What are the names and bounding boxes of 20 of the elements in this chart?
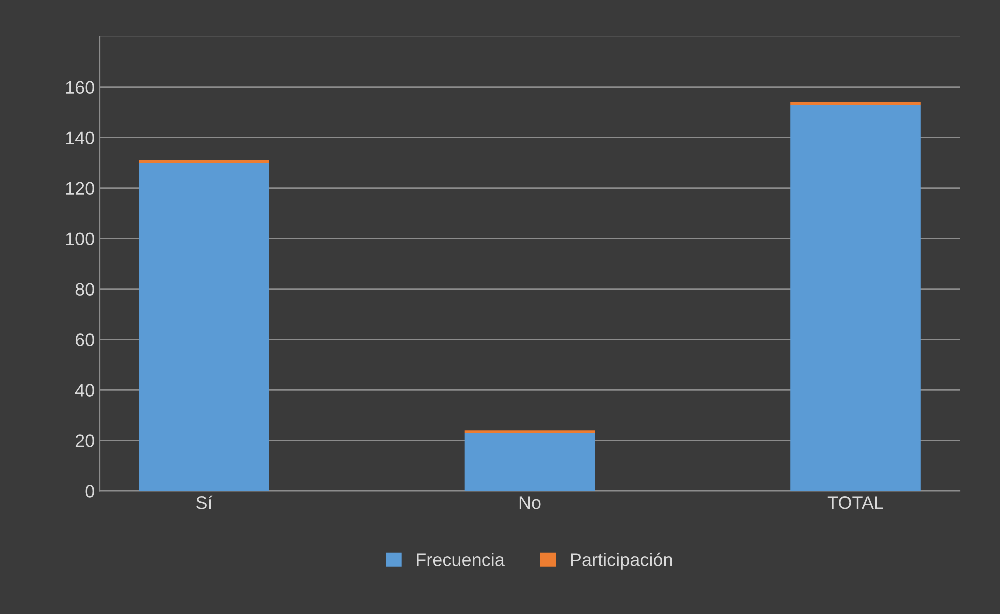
y-tick-label: 0 [86, 485, 94, 498]
y-tick-label: 40 [75, 384, 94, 397]
y-tick-label: 60 [76, 334, 94, 346]
y-tick-label: 80 [76, 283, 94, 296]
bar [464, 433, 596, 492]
x-tick-label: TOTAL [828, 496, 884, 510]
bar [790, 104, 921, 492]
bar [790, 102, 921, 105]
bar [139, 160, 270, 164]
bar [139, 163, 270, 492]
legend-label: Participación [571, 552, 672, 570]
y-tick-label: 20 [76, 434, 94, 448]
legend-label: Frecuencia [417, 553, 505, 566]
y-tick-label: 100 [66, 232, 94, 246]
x-tick-label: Sí [196, 496, 213, 510]
x-tick-label: No [520, 496, 541, 510]
y-tick-label: 120 [66, 182, 94, 196]
y-tick-label: 140 [66, 132, 94, 145]
y-tick-label: 160 [66, 81, 94, 94]
bar [464, 430, 596, 434]
